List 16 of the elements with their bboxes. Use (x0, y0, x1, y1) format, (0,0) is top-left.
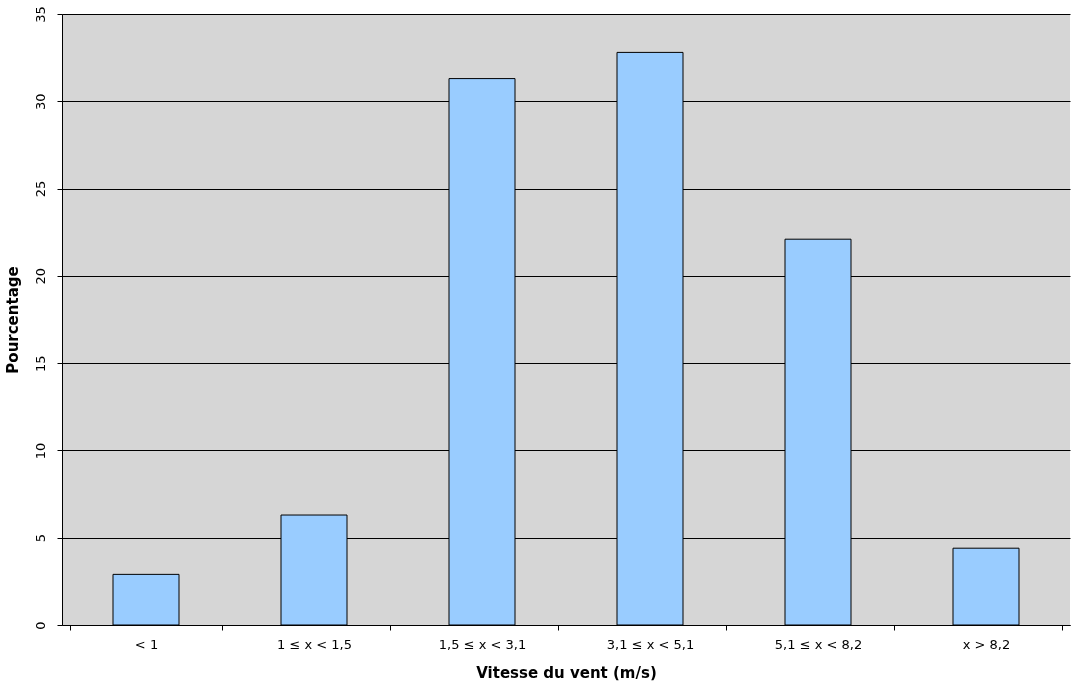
y-axis-title: Pourcentage (3, 266, 22, 374)
y-tick-label: 15 (32, 355, 48, 372)
y-tick-label: 0 (32, 621, 48, 630)
x-axis-title: Vitesse du vent (m/s) (476, 663, 657, 682)
y-tick-label: 5 (32, 534, 48, 543)
x-tick-label: 1 ≤ x < 1,5 (277, 636, 352, 652)
y-tick-label: 10 (32, 442, 48, 460)
x-tick-label: x > 8,2 (962, 636, 1011, 652)
y-tick-label: 30 (32, 93, 48, 111)
y-tick-label: 35 (32, 6, 48, 23)
x-tick-label: 3,1 ≤ x < 5,1 (606, 636, 695, 652)
y-tick-label: 25 (32, 180, 48, 198)
y-tick-label: 20 (32, 268, 48, 285)
x-tick-label: 5,1 ≤ x < 8,2 (774, 636, 863, 652)
x-tick-label: 1,5 ≤ x < 3,1 (438, 636, 527, 652)
x-tick-label: < 1 (134, 636, 159, 652)
